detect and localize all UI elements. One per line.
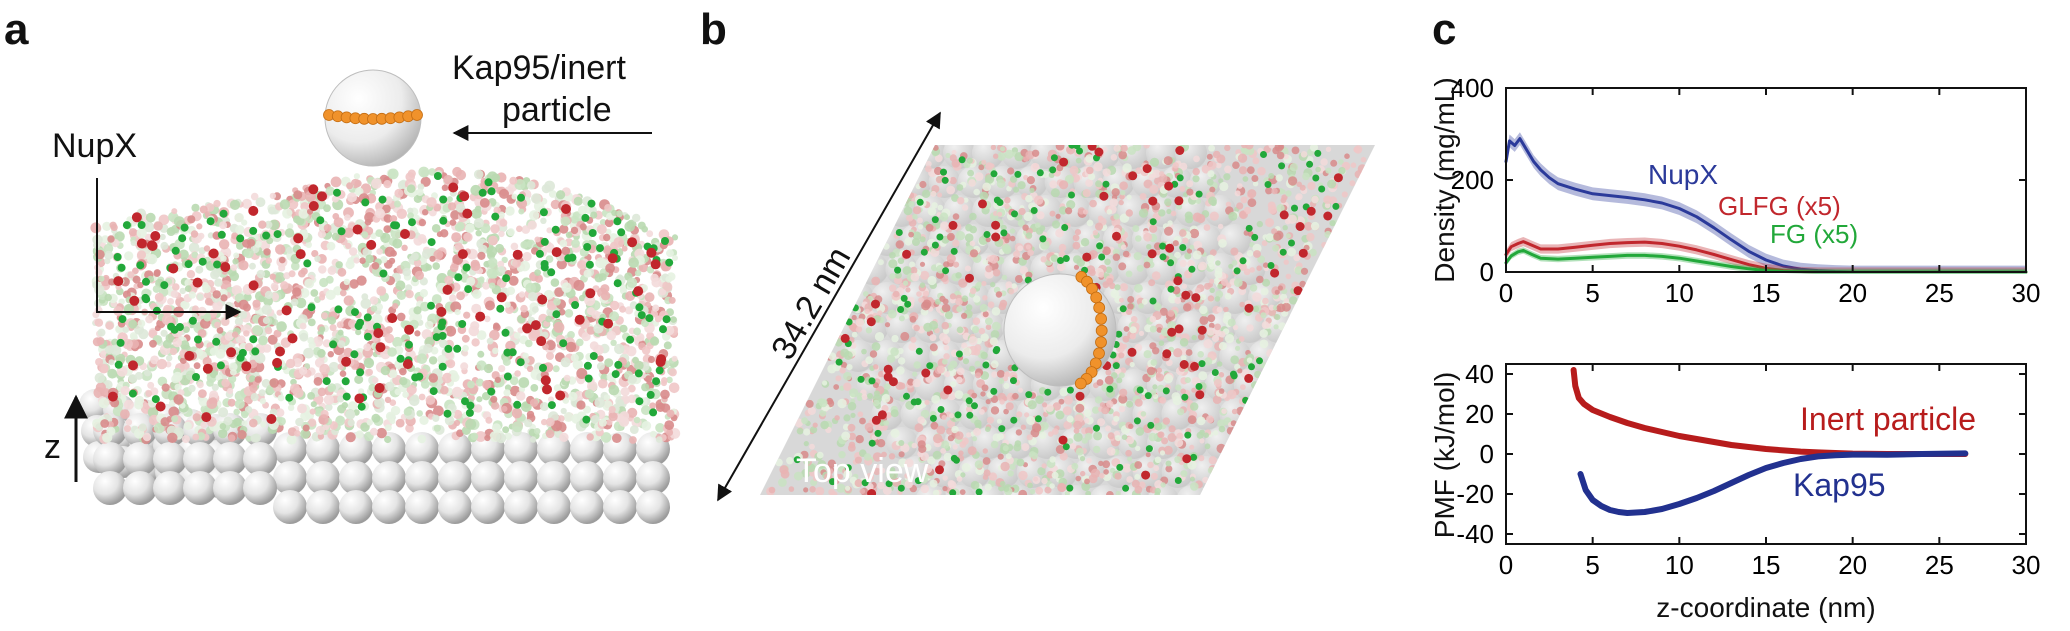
membrane-bead [243,471,277,505]
nupx-series-label: NupX [1648,159,1718,190]
x-tick-label: 5 [1585,278,1599,308]
membrane-bead [93,442,127,476]
membrane-bead [183,471,217,505]
y-tick-label: 400 [1451,73,1494,103]
membrane-bead [405,432,439,466]
membrane-bead [243,442,277,476]
nupx-arrow [96,178,242,320]
membrane-bead [273,432,307,466]
nupx-label: NupX [52,127,137,165]
membrane-bead [438,432,472,466]
membrane-bead [213,442,247,476]
nupx-chains [90,166,681,445]
y-tick-label: 20 [1465,399,1494,429]
membrane-bead [570,461,604,495]
y-tick-label: 0 [1480,439,1494,469]
membrane-bead [339,461,373,495]
panel-b: b 34.2 nm Top view [700,5,1375,502]
series-band-2 [1506,247,2026,272]
membrane-bead [405,461,439,495]
x-tick-label: 30 [2012,550,2041,580]
y-tick-label: 200 [1451,165,1494,195]
x-tick-label: 15 [1752,278,1781,308]
x-tick-label: 20 [1838,278,1867,308]
membrane-bead [306,490,340,524]
y-tick-label: -40 [1456,519,1494,549]
membrane-bead [504,461,538,495]
x-tick-label: 5 [1585,550,1599,580]
x-tick-label: 20 [1838,550,1867,580]
membrane-bead [438,490,472,524]
z-axis-label: z [44,428,61,466]
membrane-bead [471,461,505,495]
membrane-bead [504,490,538,524]
membrane-bead [636,461,670,495]
x-tick-label: 10 [1665,550,1694,580]
membrane-bead [123,471,157,505]
particle-label-line2: particle [502,91,612,129]
series-band-0 [1506,132,2026,272]
membrane-bead [213,471,247,505]
membrane-bead [504,432,538,466]
membrane-bead [339,490,373,524]
membrane-bead [372,490,406,524]
membrane-bead [372,432,406,466]
pmf-ylabel: PMF (kJ/mol) [1429,372,1460,538]
membrane-bead [153,442,187,476]
membrane-bead [273,461,307,495]
density-chart: 0 5 10 15 20 25 30 0 200 400 Density (mg/mL) NupX… [1429,73,2040,308]
membrane-bead [603,432,637,466]
x-tick-label: 0 [1499,278,1513,308]
x-tick-label: 15 [1752,550,1781,580]
series-band-1 [1506,237,2026,272]
top-view-label: Top view [796,452,929,490]
panel-c-letter: c [1432,5,1456,54]
membrane-bead [93,471,127,505]
x-tick-label: 25 [1925,278,1954,308]
membrane-bead [636,490,670,524]
membrane-bead [438,461,472,495]
membrane-bead [603,461,637,495]
particle-label-line1: Kap95/inert [452,49,626,87]
inert-series-label: Inert particle [1800,401,1976,437]
y-tick-label: 0 [1480,257,1494,287]
membrane-bead [153,471,187,505]
y-tick-label: 40 [1465,359,1494,389]
kap95-series-label: Kap95 [1793,467,1886,503]
panel-b-letter: b [700,5,727,54]
panel-a: a Kap95/inert particle NupX z [4,5,681,524]
membrane-bead [471,490,505,524]
pmf-chart: 0 5 10 15 20 25 30 -40 -20 0 20 40 PMF (kJ/mol) z-c… [1429,359,2040,623]
dimension-arrow [717,111,941,502]
density-ylabel: Density (mg/mL) [1429,77,1460,282]
x-tick-label: 25 [1925,550,1954,580]
membrane-bead [183,442,217,476]
series-line-1 [1577,450,1969,516]
membrane-bead [570,490,604,524]
membrane-bead [123,442,157,476]
x-tick-label: 0 [1499,550,1513,580]
x-tick-label: 30 [2012,278,2041,308]
membrane-bead [537,461,571,495]
membrane-bead [372,461,406,495]
panel-a-letter: a [4,5,29,54]
membrane-bead [273,490,307,524]
pmf-xlabel: z-coordinate (nm) [1656,592,1875,623]
x-tick-label: 10 [1665,278,1694,308]
membrane-bead [537,490,571,524]
top-view-particle [1003,270,1117,390]
kap95-particle [323,69,423,167]
y-tick-label: -20 [1456,479,1494,509]
membrane-bead [603,490,637,524]
membrane-bead [405,490,439,524]
membrane-bead [306,461,340,495]
glfg-series-label: GLFG (x5) [1718,191,1841,221]
fg-series-label: FG (x5) [1770,219,1858,249]
